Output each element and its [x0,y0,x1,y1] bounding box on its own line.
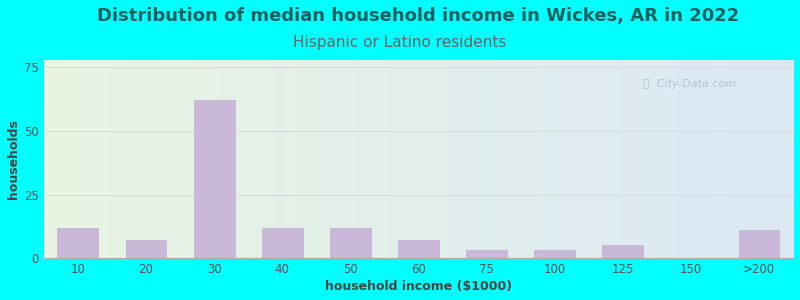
Text: ⓘ  City-Data.com: ⓘ City-Data.com [643,79,736,88]
Bar [58,227,98,258]
Bar [534,250,575,258]
Bar [330,227,370,258]
X-axis label: household income ($1000): household income ($1000) [325,280,512,293]
Text: Hispanic or Latino residents: Hispanic or Latino residents [294,34,506,50]
Title: Distribution of median household income in Wickes, AR in 2022: Distribution of median household income … [98,7,739,25]
Bar [602,245,643,258]
Bar [466,250,507,258]
Bar [194,100,234,258]
Y-axis label: households: households [7,119,20,199]
Bar [738,230,779,258]
Bar [126,240,166,258]
Bar [262,227,302,258]
Bar [398,240,439,258]
